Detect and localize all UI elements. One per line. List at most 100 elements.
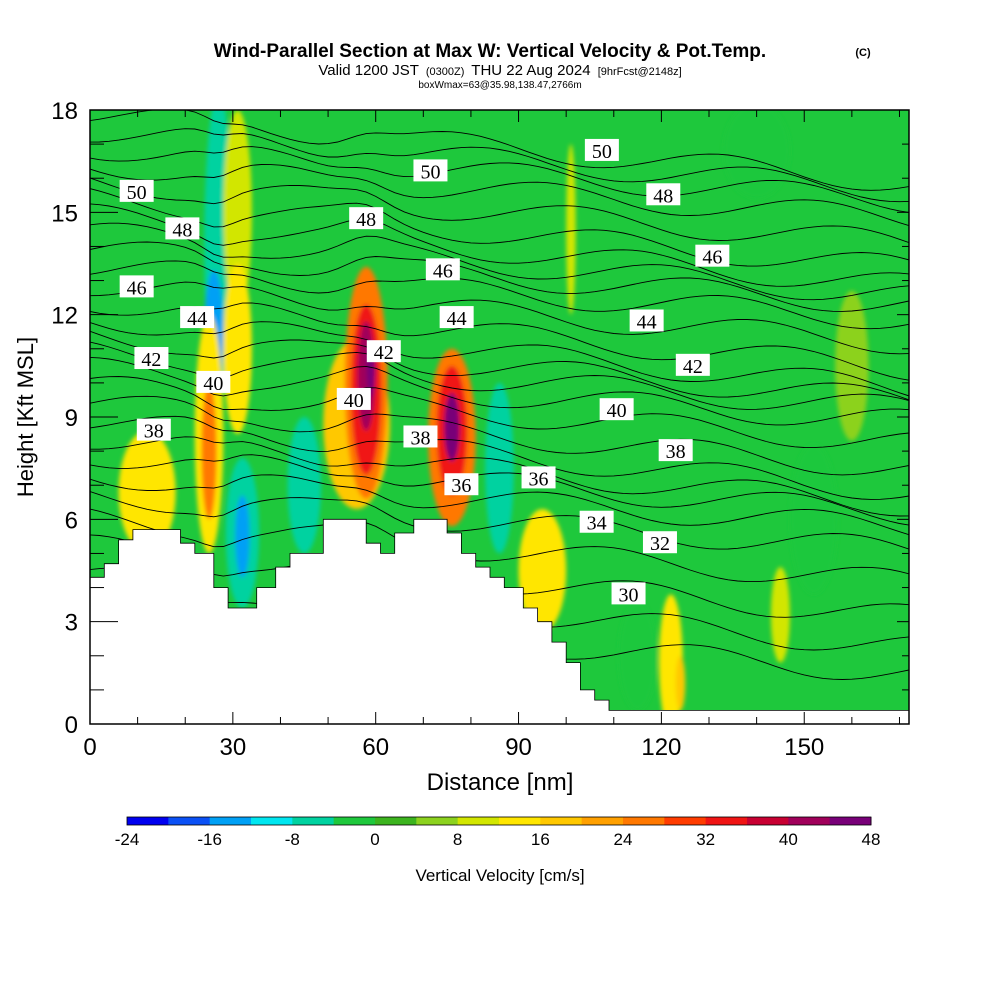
contour-label-text: 44 — [637, 311, 657, 333]
velocity-cell — [618, 601, 657, 711]
contour-label-text: 48 — [172, 219, 192, 241]
colorbar-frame — [126, 816, 872, 826]
colorbar-swatch — [829, 817, 872, 825]
contour-label-text: 40 — [203, 373, 223, 395]
contour-label-text: 34 — [587, 513, 607, 535]
theta-contour-line — [90, 177, 909, 244]
velocity-cell — [444, 393, 460, 462]
contour-label-text: 38 — [410, 427, 430, 449]
contour-label-box — [413, 159, 448, 182]
contour-label-box — [675, 353, 710, 376]
colorbar-swatch — [540, 817, 583, 825]
contour-label-text: 46 — [702, 247, 722, 269]
contour-label: 50 — [584, 138, 619, 163]
plot-area: 50 50 50 48 48 48 46 46 46 44 44 44 42 42 42 40 40 40 38 38… — [90, 110, 909, 724]
contour-label-text: 42 — [141, 349, 161, 371]
contour-label-text: 40 — [344, 390, 364, 412]
y-tick-label: 12 — [51, 303, 78, 330]
theta-contour-line — [90, 376, 909, 449]
colorbar-tick-label: 32 — [696, 830, 715, 849]
colorbar-swatch — [375, 817, 417, 825]
contour-label: 34 — [579, 510, 614, 535]
colorbar-swatch — [127, 817, 169, 825]
contour-label-text: 46 — [127, 277, 147, 299]
contour-label: 48 — [349, 207, 384, 231]
contour-label-box — [134, 347, 169, 370]
contour-label-box — [695, 244, 730, 267]
contour-label: 42 — [134, 347, 169, 371]
contour-label-text: 42 — [374, 342, 394, 364]
theta-contour-line — [90, 356, 909, 426]
colorbar-swatch — [788, 817, 831, 825]
contour-label: 48 — [165, 217, 200, 241]
contour-label-box — [136, 418, 171, 441]
colorbar-swatch — [292, 817, 335, 825]
colorbar-swatch — [581, 817, 624, 825]
velocity-cell — [675, 655, 686, 711]
theta-contour-line — [90, 110, 909, 191]
velocity-cell — [118, 430, 176, 554]
theta-contour-line — [90, 302, 909, 381]
contour-label: 38 — [403, 425, 438, 449]
contour-label-text: 44 — [187, 308, 207, 330]
theta-contour-line — [90, 491, 909, 550]
contour-label-box — [165, 217, 200, 240]
contour-label-box — [180, 306, 215, 329]
contour-label: 46 — [119, 275, 154, 299]
contour-label-text: 32 — [650, 533, 670, 555]
contour-label-box — [403, 425, 438, 448]
contour-label-box — [119, 179, 154, 202]
colorbar-swatch — [333, 817, 376, 825]
contour-label-box — [425, 258, 460, 281]
theta-contour-line — [90, 330, 909, 401]
contour-label: 40 — [196, 370, 231, 395]
colorbar-swatch — [416, 817, 459, 825]
contour-label: 32 — [642, 531, 677, 555]
x-axis: 0 30 60 90 120 150 — [83, 110, 900, 761]
contour-label-text: 38 — [144, 421, 164, 443]
y-tick-label: 6 — [65, 507, 78, 534]
y-tick-label: 15 — [51, 200, 78, 227]
velocity-cell — [235, 495, 250, 578]
x-axis-label: Distance [nm] — [427, 769, 574, 796]
theta-contour-line — [90, 146, 909, 213]
contour-label: 42 — [366, 340, 401, 364]
contour-label-box — [579, 510, 614, 533]
velocity-cell — [723, 110, 790, 199]
chart-title-suffix: (C) — [855, 47, 871, 59]
velocity-cell — [223, 263, 252, 435]
contour-label: 44 — [439, 306, 474, 330]
y-tick-label: 0 — [65, 712, 78, 739]
contour-label: 44 — [629, 309, 664, 333]
subtitle-forecast: [9hrFcst@2148z] — [598, 66, 682, 78]
contour-label-text: 50 — [420, 161, 440, 183]
contour-label-box — [366, 340, 401, 363]
colorbar-tick-label: 40 — [779, 830, 798, 849]
colorbar-swatch — [499, 817, 541, 825]
contour-label: 50 — [119, 179, 154, 204]
contour-label: 46 — [425, 258, 460, 282]
contour-label-text: 42 — [683, 356, 703, 378]
velocity-cell — [223, 110, 252, 315]
contour-label: 50 — [413, 159, 448, 183]
contour-label: 46 — [695, 244, 730, 269]
contour-label-text: 30 — [619, 584, 639, 606]
velocity-cell — [287, 417, 321, 554]
colorbar-tick-label: -24 — [115, 830, 140, 849]
theta-contour-line — [90, 454, 909, 526]
theta-contour-line — [90, 321, 909, 397]
colorbar-tick-label: -16 — [197, 830, 222, 849]
contour-label-box — [629, 309, 664, 332]
colorbar-swatch — [705, 817, 748, 825]
chart-title: Wind-Parallel Section at Max W: Vertical… — [214, 41, 766, 62]
contour-label-box — [646, 183, 681, 206]
contour-label-text: 38 — [666, 441, 686, 463]
theta-contour-line — [90, 474, 909, 536]
contour-label-text: 40 — [607, 400, 627, 422]
theta-contour-line — [90, 395, 909, 476]
colorbar-swatch — [623, 817, 665, 825]
contour-label-text: 50 — [127, 182, 147, 204]
colorbar-tick-label: -8 — [285, 830, 300, 849]
